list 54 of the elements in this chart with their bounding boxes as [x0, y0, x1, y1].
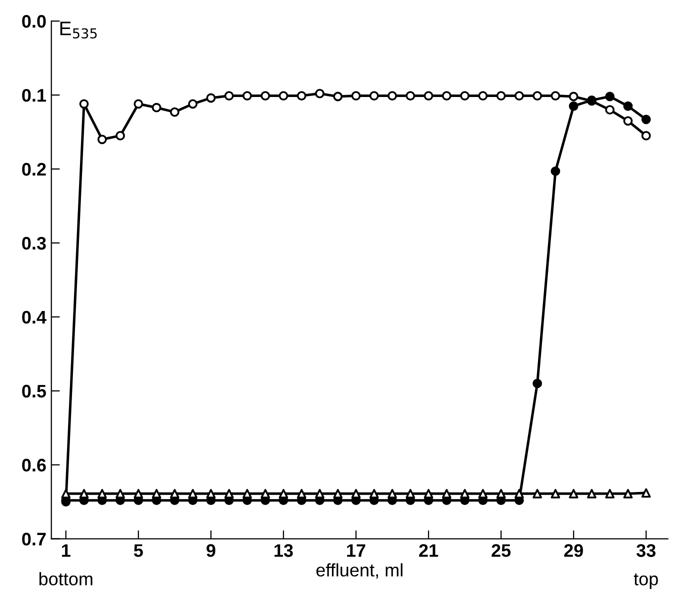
- point: [623, 488, 633, 498]
- point: [514, 488, 524, 498]
- point: [278, 488, 288, 498]
- point: [170, 488, 180, 498]
- point: [206, 488, 216, 498]
- y-tick-label: 0.5: [22, 384, 46, 398]
- y-tick-label: 0.3: [22, 236, 46, 250]
- x-axis-title: effluent, ml: [316, 563, 402, 579]
- point: [568, 488, 578, 498]
- y-tick-label: 0.2: [22, 162, 46, 176]
- x-tick-label: 17: [347, 544, 366, 557]
- point: [79, 488, 89, 498]
- point: [532, 488, 542, 498]
- text: top: [634, 574, 658, 589]
- x-tick-label: 9: [206, 544, 216, 557]
- point: [351, 488, 361, 498]
- x-tick-label: 1: [62, 544, 70, 557]
- point: [424, 488, 434, 498]
- point: [116, 488, 125, 498]
- x-tick-label: 13: [274, 544, 293, 557]
- x-tick-label: 25: [492, 544, 511, 557]
- point: [442, 488, 452, 498]
- point: [242, 488, 252, 498]
- y-tick-label: 0.6: [22, 458, 46, 472]
- y-axis-title: E$_{535}$: [60, 22, 97, 39]
- point: [369, 488, 379, 498]
- point: [152, 488, 162, 498]
- point: [260, 488, 270, 498]
- point: [134, 488, 144, 498]
- point: [188, 488, 198, 498]
- text: bottom: [39, 572, 92, 586]
- point: [296, 488, 306, 498]
- y-tick-label: 0.7: [22, 532, 46, 546]
- point: [61, 488, 71, 498]
- point: [550, 488, 560, 498]
- y-tick-label: 0.0: [22, 15, 46, 28]
- point: [224, 488, 234, 498]
- point: [478, 488, 488, 498]
- point: [641, 488, 651, 498]
- x-tick-label: 5: [134, 544, 143, 557]
- y-tick-label: 0.1: [22, 88, 46, 102]
- x-tick-label: 29: [564, 544, 583, 557]
- x-tick-label: 21: [419, 544, 438, 557]
- point: [587, 488, 596, 498]
- point: [406, 488, 416, 498]
- y-tick-label: 0.4: [22, 310, 46, 324]
- point: [315, 488, 324, 498]
- x-tick-label: 33: [636, 544, 656, 557]
- point: [460, 488, 470, 498]
- point: [388, 488, 397, 498]
- point: [97, 488, 107, 498]
- point: [605, 488, 615, 498]
- point: [496, 488, 506, 498]
- point: [333, 488, 343, 498]
